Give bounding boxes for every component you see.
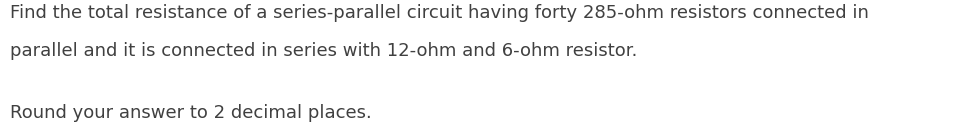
Text: Find the total resistance of a series-parallel circuit having forty 285-ohm resi: Find the total resistance of a series-pa… <box>10 4 868 22</box>
Text: parallel and it is connected in series with 12-ohm and 6-ohm resistor.: parallel and it is connected in series w… <box>10 42 636 60</box>
Text: Round your answer to 2 decimal places.: Round your answer to 2 decimal places. <box>10 104 371 122</box>
